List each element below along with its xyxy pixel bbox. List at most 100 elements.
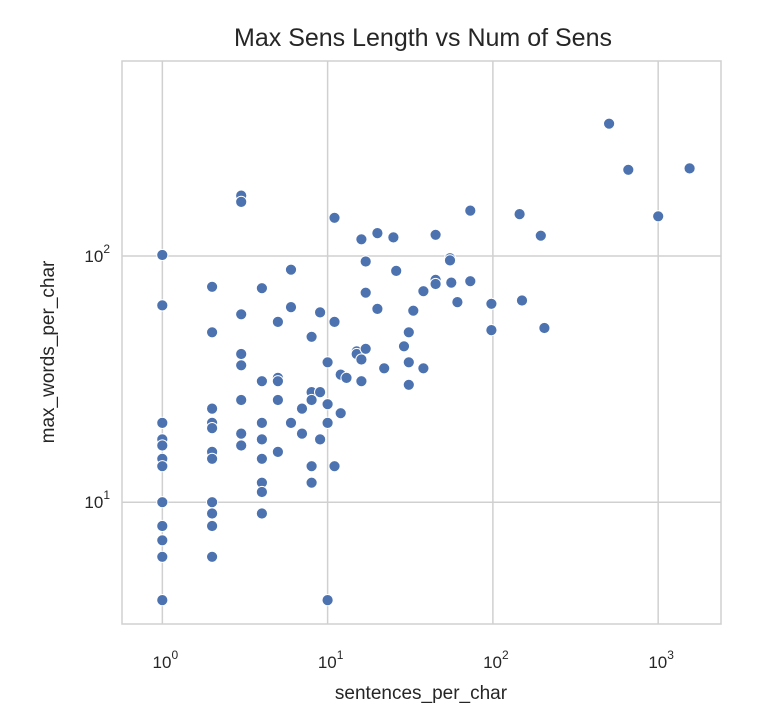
data-point xyxy=(271,315,284,328)
data-point xyxy=(206,550,219,563)
y-tick-label-1: 102 xyxy=(84,242,110,266)
data-point xyxy=(156,248,169,262)
x-tick-label-0: 100 xyxy=(153,648,179,672)
chart-title: Max Sens Length vs Num of Sens xyxy=(234,24,612,52)
data-point xyxy=(390,264,403,277)
data-point xyxy=(371,302,384,315)
data-point xyxy=(305,330,318,343)
data-point xyxy=(305,460,318,473)
data-point xyxy=(407,304,420,317)
data-point xyxy=(235,439,248,452)
data-point xyxy=(255,375,268,388)
data-point xyxy=(284,416,298,429)
data-point xyxy=(359,342,372,355)
data-point xyxy=(402,378,415,391)
data-point xyxy=(255,416,268,429)
data-point xyxy=(156,594,169,607)
data-point xyxy=(387,231,400,244)
data-point xyxy=(443,254,457,267)
data-point xyxy=(328,315,341,328)
data-point xyxy=(402,356,415,369)
data-point xyxy=(451,296,464,309)
data-point xyxy=(534,229,547,242)
data-point xyxy=(429,277,442,291)
data-point xyxy=(321,356,334,369)
data-point xyxy=(515,294,529,307)
data-point xyxy=(378,362,391,375)
data-point xyxy=(255,507,268,520)
data-point xyxy=(206,280,219,293)
data-point xyxy=(334,407,347,420)
data-point xyxy=(513,208,526,221)
data-point xyxy=(271,393,284,407)
data-point xyxy=(371,227,384,240)
data-point xyxy=(284,263,298,276)
data-point xyxy=(429,228,442,241)
data-point xyxy=(683,162,696,175)
data-point xyxy=(538,321,551,335)
data-point xyxy=(156,439,169,452)
data-point xyxy=(305,393,318,407)
data-point xyxy=(206,496,219,509)
x-tick-label-3: 103 xyxy=(648,648,674,672)
data-point xyxy=(235,359,248,372)
data-point xyxy=(321,594,334,607)
data-point xyxy=(156,299,169,312)
data-point xyxy=(652,210,665,223)
data-point xyxy=(156,460,169,473)
y-tick-label-0: 101 xyxy=(84,488,110,512)
data-point xyxy=(206,452,219,465)
data-point xyxy=(206,326,219,339)
data-point xyxy=(206,402,219,415)
x-tick-label-1: 101 xyxy=(318,648,344,672)
data-point xyxy=(328,211,341,224)
data-point xyxy=(622,163,635,176)
data-point xyxy=(235,308,248,321)
data-point xyxy=(235,195,248,208)
data-point xyxy=(156,534,169,547)
data-point xyxy=(235,393,248,407)
data-point xyxy=(355,375,368,388)
data-point xyxy=(445,276,458,289)
data-point xyxy=(206,422,219,435)
data-point xyxy=(417,285,430,298)
data-point xyxy=(255,485,268,499)
data-point xyxy=(328,460,341,473)
plot-area xyxy=(121,60,722,625)
data-point xyxy=(603,117,616,130)
data-point xyxy=(156,519,169,533)
data-point xyxy=(255,452,268,465)
data-point xyxy=(235,427,248,440)
data-point xyxy=(235,347,248,361)
data-point xyxy=(321,416,334,429)
data-point xyxy=(305,476,318,489)
data-point xyxy=(295,402,309,415)
data-point xyxy=(314,386,327,399)
data-point xyxy=(417,362,430,375)
data-point xyxy=(464,275,477,288)
data-point xyxy=(206,519,219,533)
data-point xyxy=(255,282,268,295)
x-tick-labels: 100 101 102 103 xyxy=(153,648,675,672)
data-point xyxy=(206,507,219,520)
data-point xyxy=(271,375,284,388)
data-point xyxy=(485,297,498,310)
data-point xyxy=(355,233,368,246)
y-axis-label: max_words_per_char xyxy=(38,260,59,443)
data-points xyxy=(156,117,696,607)
data-point xyxy=(340,371,353,384)
data-point xyxy=(321,398,334,411)
data-point xyxy=(359,286,372,299)
data-point xyxy=(402,326,415,339)
data-point xyxy=(284,301,298,314)
data-point xyxy=(314,306,327,319)
data-point xyxy=(156,496,169,509)
data-point xyxy=(397,340,411,353)
data-point xyxy=(295,427,309,440)
data-point xyxy=(464,204,477,217)
data-point xyxy=(255,433,268,446)
data-point xyxy=(314,433,327,446)
y-tick-labels: 101 102 xyxy=(84,242,110,512)
data-point xyxy=(355,353,368,366)
